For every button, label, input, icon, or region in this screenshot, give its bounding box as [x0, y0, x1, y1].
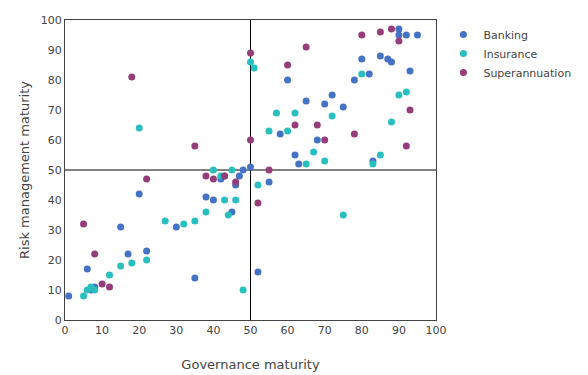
svg-text:50: 50 [48, 164, 62, 177]
svg-text:40: 40 [48, 194, 62, 207]
svg-text:70: 70 [48, 104, 62, 117]
svg-text:30: 30 [48, 224, 62, 237]
svg-text:100: 100 [426, 324, 447, 337]
svg-text:60: 60 [281, 324, 295, 337]
svg-text:70: 70 [318, 324, 332, 337]
svg-text:80: 80 [48, 74, 62, 87]
svg-text:Insurance: Insurance [483, 48, 537, 61]
svg-text:20: 20 [48, 254, 62, 267]
svg-text:80: 80 [355, 324, 369, 337]
svg-text:50: 50 [244, 324, 258, 337]
svg-text:40: 40 [206, 324, 220, 337]
svg-text:0: 0 [55, 314, 62, 327]
svg-text:0: 0 [62, 324, 69, 337]
svg-text:30: 30 [169, 324, 183, 337]
svg-text:10: 10 [95, 324, 109, 337]
svg-text:Risk management maturity: Risk management maturity [17, 81, 32, 259]
svg-text:20: 20 [132, 324, 146, 337]
svg-text:90: 90 [48, 44, 62, 57]
svg-text:10: 10 [48, 284, 62, 297]
svg-text:Banking: Banking [483, 29, 528, 42]
svg-text:Superannuation: Superannuation [483, 67, 571, 80]
svg-text:90: 90 [392, 324, 406, 337]
svg-text:Governance maturity: Governance maturity [181, 357, 320, 372]
svg-text:60: 60 [48, 134, 62, 147]
svg-text:100: 100 [41, 14, 62, 27]
